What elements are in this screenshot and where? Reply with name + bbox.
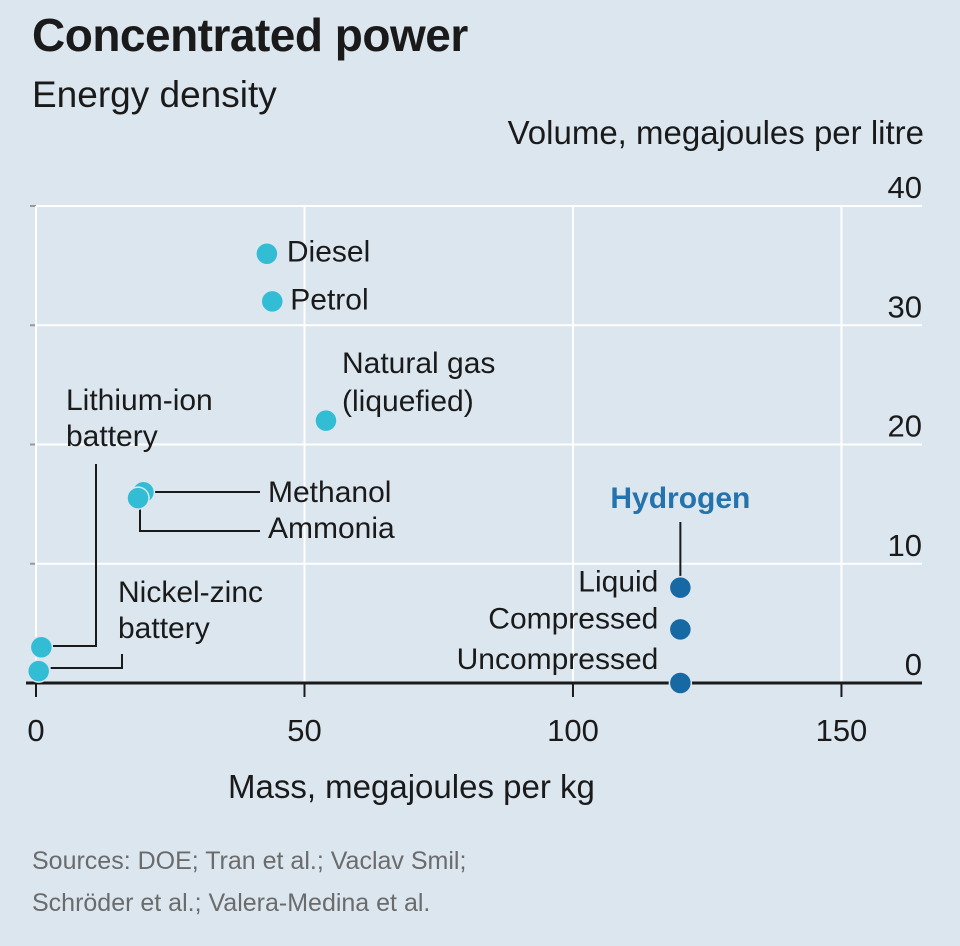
y-tick-label: 30: [888, 289, 922, 324]
label-natural-gas-liquefied: Natural gas (liquefied): [342, 347, 495, 418]
label-petrol: Petrol: [290, 283, 368, 316]
source-note: Sources: DOE; Tran et al.; Vaclav Smil; …: [32, 840, 466, 924]
group-label-hydrogen: Hydrogen: [610, 482, 750, 515]
x-tick-label: 150: [816, 713, 868, 748]
axis-layer: 0 10 20 30 40 0 50 100 150: [26, 170, 922, 748]
source-line-2: Schröder et al.; Valera-Medina et al.: [32, 889, 431, 917]
y-axis-label: Volume, megajoules per litre: [507, 114, 924, 151]
point-petrol: [260, 289, 285, 314]
nickel-zinc-leader: [50, 654, 123, 669]
x-tick-label: 100: [547, 713, 599, 748]
point-diesel: [255, 241, 279, 266]
label-ammonia: Ammonia: [268, 512, 395, 545]
y-tick-label: 20: [888, 409, 922, 444]
grid-layer: [30, 205, 922, 683]
point-ammonia: [126, 486, 150, 510]
label-liquid: Liquid: [578, 566, 658, 599]
label-methanol: Methanol: [268, 476, 391, 509]
label-uncompressed: Uncompressed: [457, 643, 659, 676]
source-line-1: Sources: DOE; Tran et al.; Vaclav Smil;: [32, 847, 467, 875]
label-diesel: Diesel: [287, 236, 370, 269]
y-tick-label: 40: [888, 170, 922, 205]
x-tick-label: 0: [27, 713, 44, 748]
x-axis-label: Mass, megajoules per kg: [228, 768, 595, 805]
point-nickel-zinc-battery: [26, 659, 51, 683]
y-tick-label: 0: [905, 647, 922, 682]
labels-layer: Diesel Petrol Natural gas (liquefied) Methan…: [66, 236, 750, 676]
point-lithium-ion-battery: [29, 635, 54, 659]
label-compressed: Compressed: [488, 602, 658, 635]
label-nickel-zinc-battery: Nickel-zinc battery: [118, 576, 263, 645]
ammonia-leader: [139, 500, 260, 532]
chart-title: Concentrated power: [32, 9, 468, 61]
point-uncompressed: [668, 671, 693, 695]
point-liquid: [668, 575, 693, 600]
x-tick-label: 50: [287, 713, 321, 748]
chart-subtitle: Energy density: [32, 74, 277, 115]
lithium-ion-leader: [51, 464, 97, 647]
point-natural-gas-liquefied: [314, 408, 338, 433]
label-lithium-ion-battery: Lithium-ion battery: [66, 384, 213, 453]
point-compressed: [668, 617, 693, 642]
leader-lines: [50, 464, 682, 669]
y-tick-label: 10: [888, 528, 922, 563]
points-layer: [26, 241, 693, 695]
